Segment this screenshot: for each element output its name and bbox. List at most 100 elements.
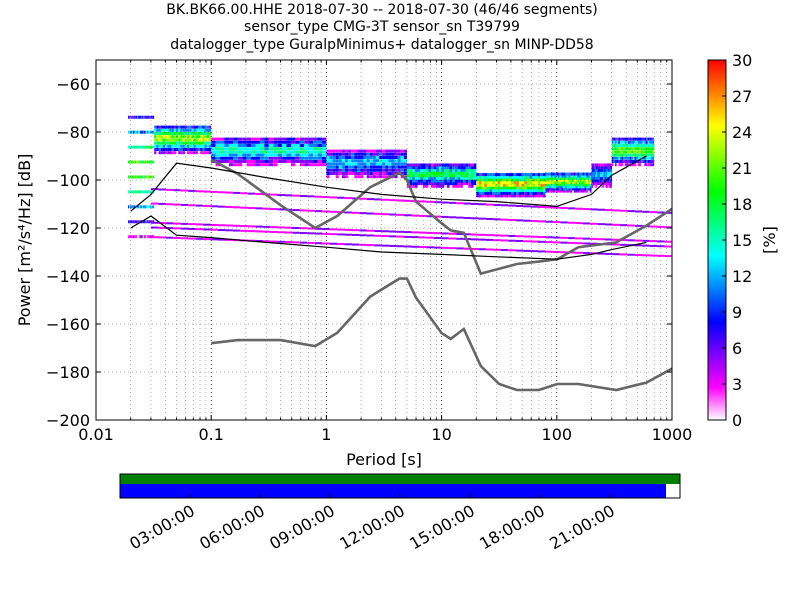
psd-cell	[425, 176, 429, 180]
psd-cell	[597, 176, 599, 180]
psd-cell	[341, 156, 345, 159]
psd-cell	[549, 187, 551, 191]
psd-cell	[375, 172, 380, 175]
psd-cell	[433, 184, 437, 188]
psd-cell	[644, 163, 647, 167]
psd-cell	[173, 148, 177, 151]
psd-cell	[521, 194, 525, 198]
psd-cell	[180, 132, 183, 135]
psd-cell	[586, 189, 588, 193]
psd-cell	[308, 156, 314, 160]
psd-cell	[492, 186, 495, 190]
psd-cell	[332, 162, 336, 166]
psd-cell	[592, 182, 594, 186]
psd-cell	[500, 189, 503, 193]
psd-cell	[642, 140, 645, 144]
psd-cell	[264, 137, 269, 141]
psd-cell	[540, 194, 543, 198]
psd-cell	[233, 150, 238, 154]
psd-cell	[299, 147, 305, 151]
psd-cell	[273, 137, 278, 141]
psd-cell	[605, 166, 607, 170]
psd-cell	[559, 174, 562, 178]
psd-cell	[636, 137, 638, 141]
psd-cell	[552, 178, 555, 182]
psd-cell	[129, 160, 131, 164]
psd-cell	[237, 153, 243, 157]
psd-cell	[144, 175, 146, 179]
psd-cell	[397, 149, 401, 153]
psd-cell	[156, 144, 159, 148]
psd-cell	[136, 235, 138, 239]
psd-cell	[382, 149, 386, 153]
psd-cell	[286, 156, 291, 160]
psd-cell	[554, 181, 557, 185]
psd-cell	[389, 199, 397, 202]
psd-cell	[603, 163, 605, 167]
psd-cell	[577, 176, 580, 180]
psd-cell	[233, 163, 238, 167]
psd-cell	[348, 149, 352, 153]
psd-cell	[554, 172, 557, 176]
psd-cell	[295, 160, 300, 163]
psd-cell	[363, 168, 367, 172]
psd-cell	[187, 141, 190, 145]
psd-cell	[493, 218, 501, 221]
psd-cell	[167, 135, 170, 139]
psd-cell	[357, 152, 361, 156]
psd-cell	[575, 189, 578, 193]
psd-cell	[605, 176, 607, 180]
psd-cell	[560, 241, 568, 244]
psd-cell	[610, 166, 612, 170]
psd-cell	[626, 150, 629, 154]
psd-cell	[228, 163, 234, 167]
psd-cell	[554, 189, 557, 193]
psd-cell	[632, 160, 635, 163]
psd-cell	[603, 168, 605, 172]
psd-cell	[344, 243, 352, 246]
psd-cell	[591, 163, 593, 167]
psd-cell	[637, 137, 640, 141]
psd-cell	[597, 163, 599, 167]
psd-cell	[341, 175, 345, 179]
psd-cell	[351, 243, 360, 246]
psd-cell	[158, 236, 166, 239]
psd-cell	[151, 115, 153, 119]
psd-cell	[481, 189, 485, 193]
psd-cell	[560, 207, 568, 210]
psd-cell	[237, 147, 243, 151]
psd-cell	[150, 175, 152, 179]
psd-cell	[246, 153, 252, 157]
psd-cell	[299, 195, 308, 198]
psd-cell	[573, 187, 576, 191]
psd-cell	[180, 222, 189, 225]
psd-cell	[524, 191, 527, 195]
psd-cell	[545, 220, 553, 223]
psd-cell	[135, 130, 137, 134]
psd-cell	[644, 140, 647, 144]
psd-cell	[593, 166, 595, 170]
psd-cell	[191, 135, 194, 139]
psd-cell	[388, 168, 392, 172]
psd-cell	[357, 149, 361, 153]
psd-cell	[143, 115, 145, 119]
psd-cell	[247, 230, 256, 233]
psd-cell	[592, 168, 594, 172]
psd-cell	[137, 175, 139, 179]
psd-cell	[554, 183, 557, 187]
psd-cell	[478, 217, 486, 220]
psd-cell	[344, 211, 352, 214]
psd-cell	[618, 150, 620, 154]
psd-cell	[158, 151, 161, 155]
psd-cell	[438, 184, 442, 188]
psd-cell	[150, 115, 152, 119]
psd-cell	[313, 140, 318, 144]
psd-cell	[400, 159, 404, 163]
psd-cell	[592, 184, 594, 188]
psd-cell	[148, 190, 150, 194]
psd-cell	[357, 175, 361, 179]
psd-cell	[629, 144, 632, 147]
psd-cell	[341, 159, 345, 163]
psd-cell	[621, 137, 624, 141]
psd-cell	[198, 125, 201, 129]
